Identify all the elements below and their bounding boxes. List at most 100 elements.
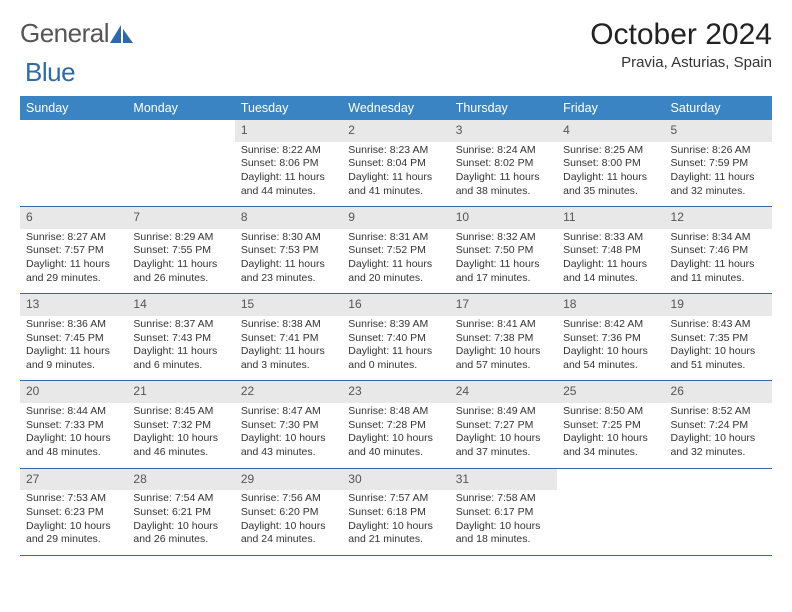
- sunset-text: Sunset: 7:28 PM: [348, 419, 443, 433]
- sunset-text: Sunset: 7:27 PM: [456, 419, 551, 433]
- day-number-cell: 21: [127, 381, 234, 403]
- day-number-cell: 8: [235, 207, 342, 229]
- daylight-text-1: Daylight: 11 hours: [563, 258, 658, 272]
- daylight-text-1: Daylight: 11 hours: [26, 258, 121, 272]
- day-detail-cell: [665, 490, 772, 555]
- daylight-text-1: Daylight: 11 hours: [456, 171, 551, 185]
- day-detail-cell: Sunrise: 7:57 AMSunset: 6:18 PMDaylight:…: [342, 490, 449, 555]
- day-number-cell: 12: [665, 207, 772, 229]
- day-detail-cell: Sunrise: 8:37 AMSunset: 7:43 PMDaylight:…: [127, 316, 234, 381]
- day-number-cell: 4: [557, 120, 664, 142]
- day-number-row: 6789101112: [20, 207, 772, 229]
- sunrise-text: Sunrise: 8:41 AM: [456, 318, 551, 332]
- day-number-cell: 9: [342, 207, 449, 229]
- sunrise-text: Sunrise: 8:34 AM: [671, 231, 766, 245]
- sunrise-text: Sunrise: 8:33 AM: [563, 231, 658, 245]
- weekday-header: Sunday: [20, 96, 127, 120]
- daylight-text-2: and 41 minutes.: [348, 185, 443, 199]
- sunrise-text: Sunrise: 8:36 AM: [26, 318, 121, 332]
- daylight-text-2: and 32 minutes.: [671, 446, 766, 460]
- day-number-cell: 19: [665, 294, 772, 316]
- sunrise-text: Sunrise: 8:47 AM: [241, 405, 336, 419]
- daylight-text-2: and 3 minutes.: [241, 359, 336, 373]
- day-detail-cell: Sunrise: 8:36 AMSunset: 7:45 PMDaylight:…: [20, 316, 127, 381]
- daylight-text-1: Daylight: 10 hours: [133, 520, 228, 534]
- day-detail-cell: [20, 142, 127, 207]
- daylight-text-1: Daylight: 11 hours: [133, 345, 228, 359]
- calendar-table: Sunday Monday Tuesday Wednesday Thursday…: [20, 96, 772, 556]
- daylight-text-1: Daylight: 10 hours: [563, 345, 658, 359]
- weekday-header-row: Sunday Monday Tuesday Wednesday Thursday…: [20, 96, 772, 120]
- sunset-text: Sunset: 7:48 PM: [563, 244, 658, 258]
- daylight-text-2: and 37 minutes.: [456, 446, 551, 460]
- day-number-cell: 5: [665, 120, 772, 142]
- daylight-text-2: and 29 minutes.: [26, 272, 121, 286]
- day-detail-cell: Sunrise: 8:44 AMSunset: 7:33 PMDaylight:…: [20, 403, 127, 468]
- day-detail-cell: Sunrise: 8:39 AMSunset: 7:40 PMDaylight:…: [342, 316, 449, 381]
- daylight-text-2: and 0 minutes.: [348, 359, 443, 373]
- sunrise-text: Sunrise: 8:49 AM: [456, 405, 551, 419]
- day-number-cell: 15: [235, 294, 342, 316]
- calendar-page: General October 2024 Pravia, Asturias, S…: [0, 0, 792, 566]
- sunset-text: Sunset: 7:46 PM: [671, 244, 766, 258]
- day-number-cell: 31: [450, 468, 557, 490]
- daylight-text-2: and 51 minutes.: [671, 359, 766, 373]
- sunrise-text: Sunrise: 7:53 AM: [26, 492, 121, 506]
- day-detail-cell: Sunrise: 8:23 AMSunset: 8:04 PMDaylight:…: [342, 142, 449, 207]
- sunrise-text: Sunrise: 8:38 AM: [241, 318, 336, 332]
- sunset-text: Sunset: 7:33 PM: [26, 419, 121, 433]
- day-detail-cell: Sunrise: 7:56 AMSunset: 6:20 PMDaylight:…: [235, 490, 342, 555]
- day-detail-cell: [127, 142, 234, 207]
- day-number-cell: [127, 120, 234, 142]
- sunset-text: Sunset: 7:41 PM: [241, 332, 336, 346]
- day-detail-row: Sunrise: 8:22 AMSunset: 8:06 PMDaylight:…: [20, 142, 772, 207]
- daylight-text-2: and 23 minutes.: [241, 272, 336, 286]
- day-number-cell: 13: [20, 294, 127, 316]
- day-number-row: 20212223242526: [20, 381, 772, 403]
- daylight-text-1: Daylight: 11 hours: [348, 171, 443, 185]
- daylight-text-2: and 6 minutes.: [133, 359, 228, 373]
- day-number-row: 13141516171819: [20, 294, 772, 316]
- daylight-text-1: Daylight: 11 hours: [348, 345, 443, 359]
- day-detail-cell: Sunrise: 8:22 AMSunset: 8:06 PMDaylight:…: [235, 142, 342, 207]
- sunset-text: Sunset: 7:40 PM: [348, 332, 443, 346]
- daylight-text-1: Daylight: 11 hours: [133, 258, 228, 272]
- sunrise-text: Sunrise: 7:56 AM: [241, 492, 336, 506]
- weekday-header: Friday: [557, 96, 664, 120]
- month-title: October 2024: [590, 18, 772, 52]
- daylight-text-1: Daylight: 11 hours: [671, 171, 766, 185]
- day-number-cell: 25: [557, 381, 664, 403]
- day-detail-cell: Sunrise: 8:34 AMSunset: 7:46 PMDaylight:…: [665, 229, 772, 294]
- daylight-text-2: and 26 minutes.: [133, 272, 228, 286]
- daylight-text-1: Daylight: 11 hours: [671, 258, 766, 272]
- day-detail-row: Sunrise: 8:27 AMSunset: 7:57 PMDaylight:…: [20, 229, 772, 294]
- daylight-text-1: Daylight: 11 hours: [241, 258, 336, 272]
- day-detail-cell: Sunrise: 8:27 AMSunset: 7:57 PMDaylight:…: [20, 229, 127, 294]
- day-number-cell: 23: [342, 381, 449, 403]
- daylight-text-1: Daylight: 10 hours: [456, 520, 551, 534]
- day-number-cell: 11: [557, 207, 664, 229]
- day-detail-cell: [557, 490, 664, 555]
- location: Pravia, Asturias, Spain: [590, 54, 772, 71]
- daylight-text-1: Daylight: 10 hours: [671, 345, 766, 359]
- sunrise-text: Sunrise: 8:39 AM: [348, 318, 443, 332]
- day-number-row: 12345: [20, 120, 772, 142]
- daylight-text-2: and 32 minutes.: [671, 185, 766, 199]
- daylight-text-1: Daylight: 10 hours: [348, 520, 443, 534]
- daylight-text-1: Daylight: 10 hours: [26, 432, 121, 446]
- day-number-cell: 2: [342, 120, 449, 142]
- sunset-text: Sunset: 8:00 PM: [563, 157, 658, 171]
- sunrise-text: Sunrise: 8:42 AM: [563, 318, 658, 332]
- day-detail-cell: Sunrise: 8:26 AMSunset: 7:59 PMDaylight:…: [665, 142, 772, 207]
- sunset-text: Sunset: 7:52 PM: [348, 244, 443, 258]
- day-number-cell: 18: [557, 294, 664, 316]
- sunrise-text: Sunrise: 8:37 AM: [133, 318, 228, 332]
- day-detail-cell: Sunrise: 8:29 AMSunset: 7:55 PMDaylight:…: [127, 229, 234, 294]
- day-number-cell: 3: [450, 120, 557, 142]
- day-number-row: 2728293031: [20, 468, 772, 490]
- logo: General: [20, 18, 135, 49]
- sunset-text: Sunset: 7:57 PM: [26, 244, 121, 258]
- daylight-text-2: and 9 minutes.: [26, 359, 121, 373]
- day-number-cell: [20, 120, 127, 142]
- day-detail-cell: Sunrise: 8:25 AMSunset: 8:00 PMDaylight:…: [557, 142, 664, 207]
